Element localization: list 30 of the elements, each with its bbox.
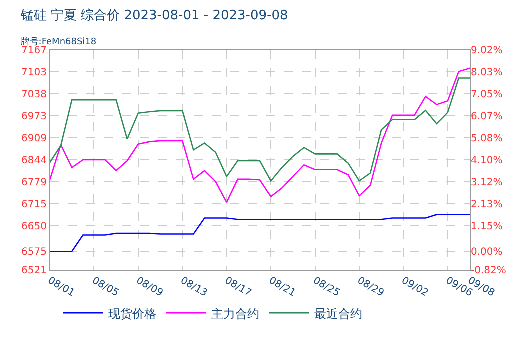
line-series — [50, 214, 470, 252]
y2-tick-label: 8.03% — [471, 68, 503, 79]
chart-title: 锰硅 宁夏 综合价 2023-08-01 - 2023-09-08 — [20, 8, 288, 24]
line-series — [50, 68, 470, 204]
chart-subtitle: 牌号:FeMn68Si18 — [20, 36, 97, 48]
legend-label: 主力合约 — [211, 306, 260, 321]
y2-tick-label: -0.82% — [471, 266, 506, 276]
legend-label: 最近合约 — [314, 306, 362, 321]
y2-tick-label: 7.05% — [471, 90, 503, 101]
y2-tick-label: 6.07% — [471, 111, 503, 122]
y-tick-label: 6650 — [22, 222, 47, 233]
y-tick-label: 7038 — [22, 89, 47, 100]
y-tick-label: 6844 — [22, 156, 47, 166]
y2-tick-label: 9.02% — [471, 46, 503, 56]
y-tick-label: 7103 — [22, 67, 47, 78]
y-tick-label: 6909 — [22, 133, 47, 144]
legend-label: 现货价格 — [108, 306, 156, 321]
y2-tick-label: 1.15% — [471, 221, 503, 232]
y2-tick-label: 2.13% — [471, 200, 503, 211]
y-tick-label: 6715 — [22, 199, 47, 210]
line-series — [50, 78, 470, 182]
y-tick-label: 6521 — [22, 266, 47, 276]
y2-tick-label: 4.10% — [471, 156, 503, 166]
y2-tick-label: 0.00% — [471, 247, 503, 258]
y-tick-label: 6575 — [22, 247, 47, 258]
y2-tick-label: 3.12% — [471, 177, 503, 188]
y-tick-label: 7167 — [22, 46, 47, 56]
y-tick-label: 6973 — [22, 112, 47, 123]
y2-tick-label: 5.08% — [471, 134, 503, 145]
y-tick-label: 6779 — [22, 178, 47, 189]
